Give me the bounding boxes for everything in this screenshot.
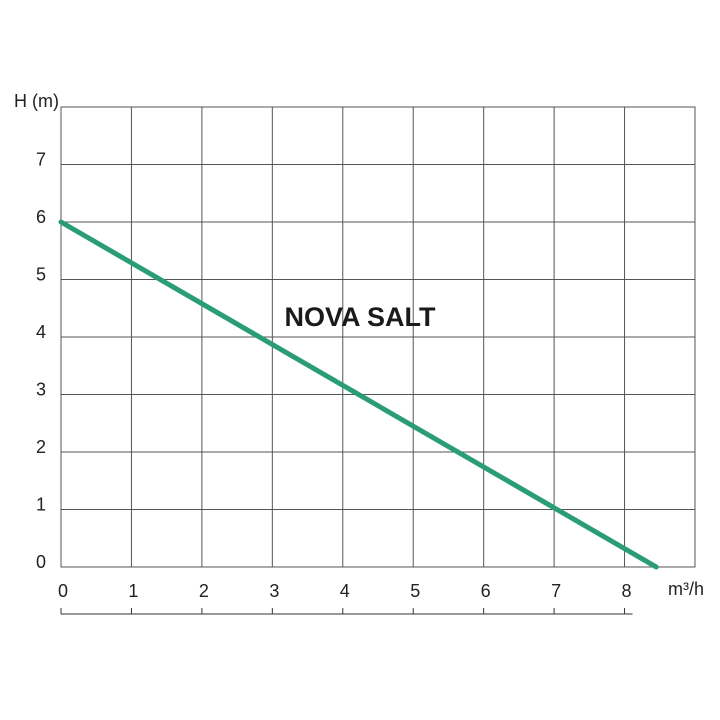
y-tick-label: 1 (36, 494, 46, 514)
y-tick-label: 5 (36, 264, 46, 284)
x-axis-label: m³/h (668, 579, 704, 599)
x-tick-label: 6 (481, 581, 491, 601)
curve (58, 219, 659, 570)
x-tick-label: 3 (269, 581, 279, 601)
y-tick-label: 0 (36, 552, 46, 572)
x-tick-label: 4 (340, 581, 350, 601)
x-tick-label: 1 (128, 581, 138, 601)
y-tick-label: 7 (36, 149, 46, 169)
x-tick-label: 2 (199, 581, 209, 601)
y-tick-label: 4 (36, 322, 46, 342)
y-tick-label: 2 (36, 437, 46, 457)
y-tick-label: 3 (36, 379, 46, 399)
x-tick-label: 5 (410, 581, 420, 601)
x-tick-label: 0 (58, 581, 68, 601)
x-tick-label: 7 (551, 581, 561, 601)
annotation: NOVA SALT (285, 302, 436, 332)
y-axis-label: H (m) (14, 91, 59, 111)
x-tick-label: 8 (622, 581, 632, 601)
y-tick-label: 6 (36, 207, 46, 227)
